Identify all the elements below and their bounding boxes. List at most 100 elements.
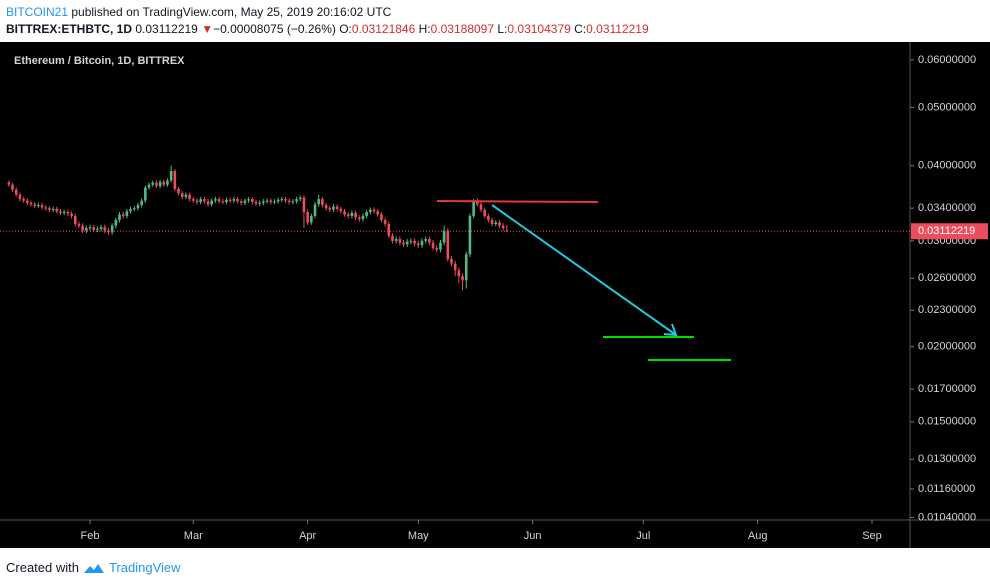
c-label: C: bbox=[574, 22, 587, 36]
arrow-head bbox=[663, 323, 678, 337]
trend-arrow bbox=[491, 204, 677, 336]
candle-body bbox=[287, 200, 291, 203]
candle-body bbox=[73, 215, 77, 224]
candle-body bbox=[232, 199, 236, 201]
candle-body bbox=[372, 209, 376, 212]
candle-body bbox=[162, 181, 166, 185]
candle-body bbox=[184, 194, 188, 197]
c-value: 0.03112219 bbox=[586, 22, 649, 36]
candle-body bbox=[221, 201, 225, 203]
candle-body bbox=[25, 200, 29, 203]
candle-body bbox=[380, 214, 383, 220]
candle-body bbox=[383, 219, 387, 224]
candle-body bbox=[306, 212, 309, 223]
author[interactable]: BITCOIN21 bbox=[6, 5, 69, 19]
candle-body bbox=[416, 243, 420, 246]
x-tick-label: Sep bbox=[862, 530, 882, 542]
x-tick-label: Feb bbox=[81, 530, 100, 542]
candle-body bbox=[357, 217, 361, 220]
candle-body bbox=[55, 208, 59, 212]
candle-body bbox=[420, 240, 424, 246]
candle-body bbox=[339, 208, 343, 212]
candle-body bbox=[247, 199, 250, 201]
candle-body bbox=[310, 215, 313, 223]
candle-body bbox=[280, 199, 284, 201]
candle-body bbox=[217, 199, 221, 202]
change-arrow: ▼ bbox=[201, 22, 214, 36]
candle-body bbox=[62, 212, 66, 214]
candle-body bbox=[295, 199, 298, 202]
o-value: 0.03121846 bbox=[351, 22, 416, 36]
candle-body bbox=[457, 270, 461, 277]
candle-body bbox=[144, 187, 147, 201]
candle-body bbox=[276, 199, 280, 202]
header-line: BITCOIN21 published on TradingView.com, … bbox=[6, 5, 391, 19]
candle-body bbox=[199, 199, 202, 203]
candle-body bbox=[14, 189, 18, 195]
candle-body bbox=[225, 199, 228, 203]
logo bbox=[83, 563, 104, 573]
footer: Created with TradingView bbox=[6, 560, 181, 575]
candle-body bbox=[81, 225, 84, 231]
candle-body bbox=[490, 219, 494, 224]
candle-body bbox=[66, 212, 70, 214]
candle-body bbox=[22, 199, 25, 201]
candle-body bbox=[302, 197, 306, 213]
candle-body bbox=[453, 263, 457, 271]
candle-body bbox=[210, 200, 214, 205]
candle-body bbox=[85, 228, 88, 231]
h-label: H: bbox=[418, 22, 431, 36]
candle-body bbox=[103, 227, 107, 231]
candle-body bbox=[214, 199, 217, 201]
candle-body bbox=[361, 215, 365, 220]
candle-body bbox=[262, 201, 265, 203]
candle-body bbox=[350, 212, 354, 216]
footer-brand[interactable]: TradingView bbox=[108, 560, 181, 575]
candle-body bbox=[494, 222, 498, 224]
candle-body bbox=[472, 200, 475, 216]
candle-body bbox=[464, 254, 468, 281]
candle-body bbox=[254, 202, 258, 204]
y-tick-label: 0.01040000 bbox=[918, 511, 976, 523]
footer-text: Created with bbox=[6, 560, 79, 575]
candle-body bbox=[369, 209, 372, 213]
candle-body bbox=[239, 201, 243, 203]
candle-body bbox=[435, 247, 439, 250]
candle-body bbox=[298, 197, 302, 200]
candle-body bbox=[191, 199, 195, 201]
candle-body bbox=[243, 200, 247, 203]
candle-body bbox=[402, 242, 405, 245]
candle-body bbox=[251, 199, 254, 203]
last-price-label: 0.03112219 bbox=[918, 225, 975, 237]
y-tick-label: 0.06000000 bbox=[918, 54, 976, 66]
candle-body bbox=[479, 204, 483, 210]
x-tick-label: Aug bbox=[748, 530, 768, 542]
l-value: 0.03104379 bbox=[507, 22, 571, 36]
candle-body bbox=[487, 215, 490, 220]
candle-body bbox=[188, 194, 191, 200]
candle-body bbox=[7, 182, 11, 185]
candle-body bbox=[136, 205, 140, 209]
candle-body bbox=[483, 209, 486, 216]
candle-body bbox=[151, 182, 155, 185]
candle-body bbox=[99, 227, 103, 229]
candle-body bbox=[59, 211, 62, 213]
chart-background bbox=[0, 42, 990, 548]
y-tick-label: 0.01500000 bbox=[918, 416, 976, 428]
candle-body bbox=[505, 230, 509, 232]
candle-body bbox=[44, 207, 48, 209]
candle-body bbox=[324, 205, 328, 209]
symbol: BITTREX:ETHBTC, 1D bbox=[6, 22, 132, 36]
candle-body bbox=[398, 239, 402, 243]
y-tick-label: 0.02300000 bbox=[918, 304, 976, 316]
candle-body bbox=[206, 201, 210, 205]
candle-body bbox=[18, 194, 22, 200]
candle-body bbox=[328, 208, 332, 210]
candle-body bbox=[77, 223, 81, 226]
candle-body bbox=[37, 205, 40, 207]
candle-body bbox=[114, 219, 118, 226]
y-tick-label: 0.03400000 bbox=[918, 202, 976, 214]
candle-body bbox=[110, 225, 114, 233]
